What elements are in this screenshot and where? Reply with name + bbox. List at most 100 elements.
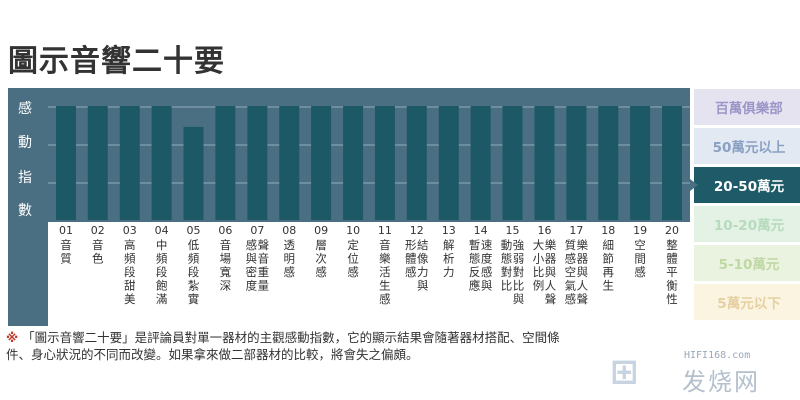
category-label-char: 段 <box>156 265 168 279</box>
category-number: 09 <box>314 224 328 237</box>
category-label-char: 整 <box>666 238 678 252</box>
category-label-char: 低 <box>188 238 200 252</box>
category-label-char: 與 <box>246 252 258 266</box>
category-label-char: 感 <box>565 252 577 266</box>
category-number: 07 <box>250 224 264 237</box>
category-number: 02 <box>91 224 105 237</box>
category-label-char: 段 <box>188 265 200 279</box>
category-label-char: 深 <box>220 279 232 293</box>
watermark-url: HIFI168.com <box>684 350 751 361</box>
tier-background <box>694 167 800 203</box>
category-number: 14 <box>474 224 488 237</box>
category-label-char: 力 <box>417 265 429 279</box>
category-number: 19 <box>633 224 647 237</box>
category-number: 15 <box>506 224 520 237</box>
category-number: 13 <box>442 224 456 237</box>
category-number: 20 <box>665 224 679 237</box>
category-label-char: 細 <box>603 238 615 252</box>
category-label-char: 像 <box>417 252 429 266</box>
category-label-char: 場 <box>220 252 232 266</box>
category-label-char: 體 <box>405 252 417 266</box>
tier-label: 20-50萬元 <box>714 178 785 195</box>
category-label-char: 樂 <box>545 238 557 252</box>
category-label-char: 人 <box>577 279 589 293</box>
category-label-char: 與 <box>577 265 589 279</box>
watermark-name: 发烧网 <box>682 368 760 396</box>
category-label-char: 質 <box>565 238 577 252</box>
category-label-char: 定 <box>347 238 359 252</box>
category-label-char: 生 <box>379 279 391 293</box>
category-label-char: 音 <box>92 238 104 252</box>
bar-19 <box>630 106 651 220</box>
category-label-char: 寬 <box>220 265 232 279</box>
category-label-char: 態 <box>501 252 513 266</box>
tier-label: 10-20萬元 <box>714 217 785 234</box>
category-label-char: 感 <box>634 265 646 279</box>
category-number: 16 <box>538 224 552 237</box>
tier-label: 百萬俱樂部 <box>715 100 783 117</box>
category-label-char: 態 <box>469 252 481 266</box>
category-label-char: 聲 <box>577 292 589 306</box>
category-label-char: 明 <box>284 252 296 266</box>
category-label-char: 音 <box>220 238 232 252</box>
bar-06 <box>215 106 236 220</box>
category-label-char: 例 <box>533 279 545 293</box>
category-label-char: 器 <box>577 252 589 266</box>
bar-04 <box>151 106 172 220</box>
category-label-char: 應 <box>469 279 481 293</box>
category-label-char: 平 <box>666 265 678 279</box>
category-label-char: 與 <box>513 292 525 306</box>
y-axis-label-char: 指 <box>18 170 32 186</box>
tier-5: 5萬元以下 <box>694 284 800 320</box>
category-labels: 01音質02音色03高頻段甜美04中頻段飽滿05低頻段紮實06音場寬深07聲音重… <box>59 224 679 306</box>
category-label-char: 體 <box>666 252 678 266</box>
category-label-char: 節 <box>603 252 615 266</box>
category-label-char: 聲 <box>258 238 270 252</box>
tier-background <box>694 245 800 281</box>
bar-07 <box>247 106 268 220</box>
category-label-char: 高 <box>124 238 136 252</box>
category-label-char: 紮 <box>188 279 200 293</box>
category-number: 12 <box>410 224 424 237</box>
category-number: 17 <box>569 224 583 237</box>
category-label-char: 音 <box>379 238 391 252</box>
bar-20 <box>662 106 682 220</box>
category-label-char: 與 <box>545 265 557 279</box>
tier-label: 5萬元以下 <box>717 295 781 312</box>
category-label-char: 大 <box>533 238 545 252</box>
category-label-char: 反 <box>469 265 481 279</box>
tier-2: 20-50萬元 <box>690 167 800 203</box>
bar-09 <box>311 106 332 220</box>
category-label-char: 人 <box>545 279 557 293</box>
bar-16 <box>534 106 555 220</box>
y-axis-label: 感動指數 <box>18 100 32 219</box>
tier-3: 10-20萬元 <box>694 206 800 242</box>
category-label-char: 強 <box>513 238 525 252</box>
category-label-char: 透 <box>284 238 296 252</box>
category-label-char: 形 <box>405 238 417 252</box>
category-label-char: 中 <box>156 238 168 252</box>
category-label-char: 音 <box>60 238 72 252</box>
category-label-char: 度 <box>246 279 258 293</box>
category-label-char: 對 <box>501 265 513 279</box>
category-label-char: 頻 <box>188 252 200 266</box>
category-label-char: 飽 <box>156 279 168 293</box>
bar-05 <box>183 126 204 220</box>
category-number: 18 <box>601 224 615 237</box>
category-label-char: 感 <box>315 265 327 279</box>
bar-17 <box>566 106 587 220</box>
category-number: 08 <box>282 224 296 237</box>
bar-18 <box>598 106 619 220</box>
category-label-char: 重 <box>258 265 270 279</box>
watermark-logo-icon: ⊞ <box>610 352 639 392</box>
category-number: 03 <box>123 224 137 237</box>
y-axis-label-char: 感 <box>18 100 32 117</box>
category-label-char: 弱 <box>513 252 525 266</box>
category-label-char: 空 <box>565 265 577 279</box>
bar-14 <box>470 106 491 220</box>
tier-0: 百萬俱樂部 <box>694 89 800 125</box>
category-label-char: 聲 <box>545 292 557 306</box>
y-axis-label-char: 動 <box>18 135 32 151</box>
y-axis-label-char: 數 <box>18 203 32 219</box>
